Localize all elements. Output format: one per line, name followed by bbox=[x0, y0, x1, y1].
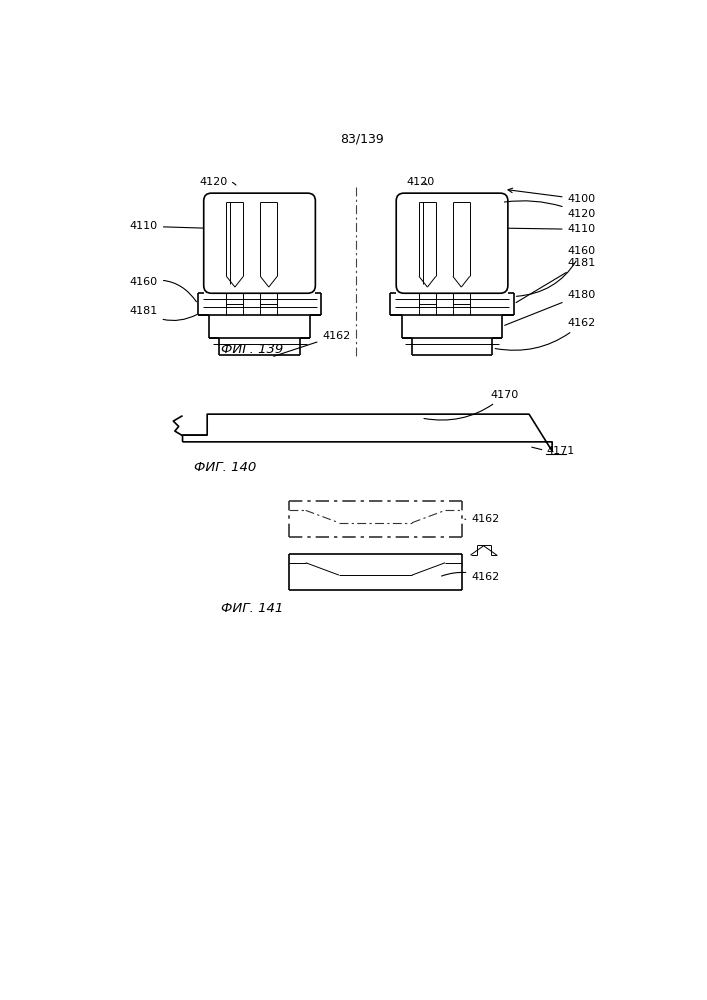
Text: 4162: 4162 bbox=[442, 572, 500, 582]
Text: 83/139: 83/139 bbox=[340, 133, 384, 146]
Text: 4171: 4171 bbox=[546, 446, 574, 456]
Text: 4180: 4180 bbox=[505, 290, 596, 325]
Text: 4170: 4170 bbox=[424, 390, 519, 420]
Text: ФИГ. 141: ФИГ. 141 bbox=[221, 602, 283, 615]
Text: 4181: 4181 bbox=[516, 258, 596, 303]
Text: 4110: 4110 bbox=[130, 221, 203, 231]
Text: ФИГ. 139: ФИГ. 139 bbox=[221, 343, 283, 356]
Text: 4181: 4181 bbox=[129, 306, 197, 321]
Text: 4120: 4120 bbox=[199, 177, 236, 187]
Text: ФИГ. 140: ФИГ. 140 bbox=[194, 461, 256, 474]
Text: 4160: 4160 bbox=[516, 246, 596, 296]
Text: 4160: 4160 bbox=[130, 277, 197, 302]
Text: 4120: 4120 bbox=[505, 201, 596, 219]
Text: 4162: 4162 bbox=[464, 514, 500, 524]
Text: 4100: 4100 bbox=[508, 188, 596, 204]
Text: 4120: 4120 bbox=[407, 177, 435, 187]
Text: 4162: 4162 bbox=[274, 331, 351, 356]
Text: 4110: 4110 bbox=[508, 224, 596, 234]
Text: 4162: 4162 bbox=[495, 318, 596, 350]
